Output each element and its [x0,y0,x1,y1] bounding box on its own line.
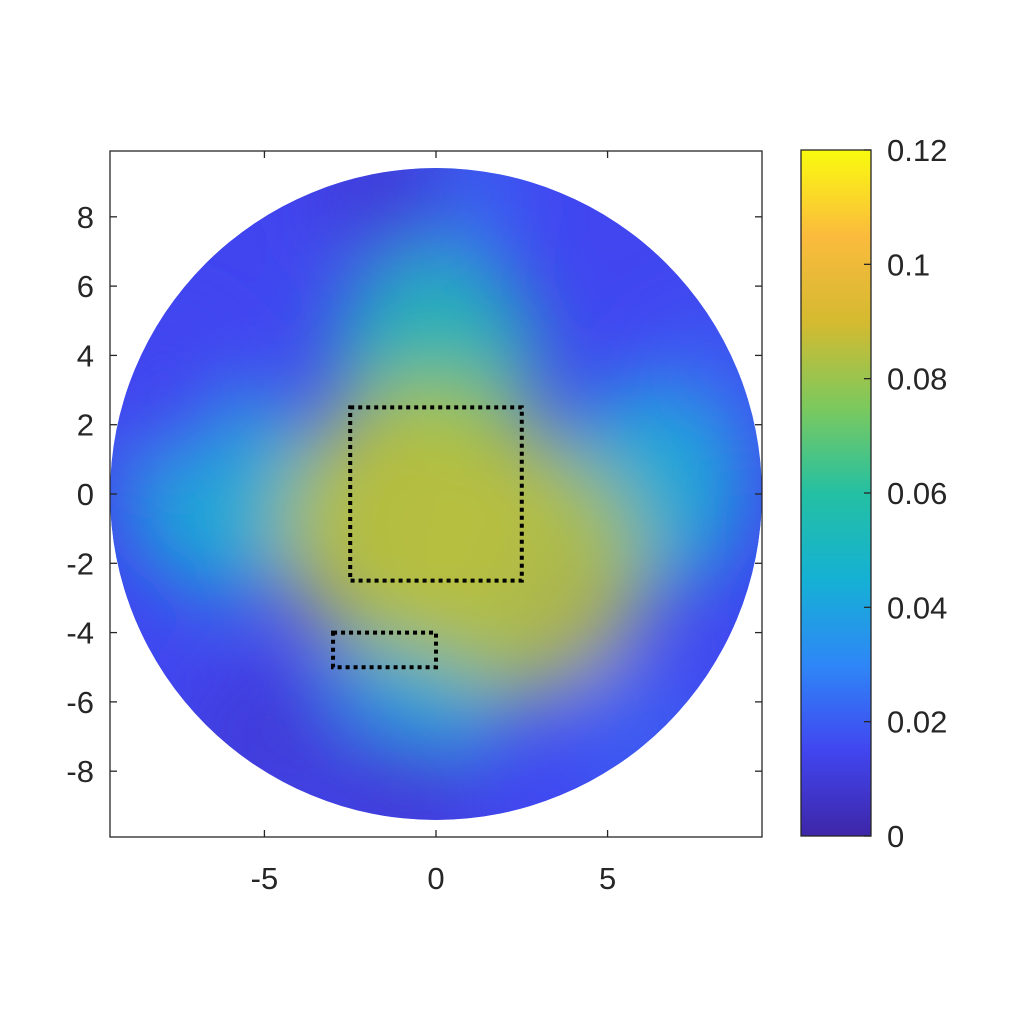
x-tick-label: 0 [427,861,444,896]
colorbar-tick-label: 0.1 [887,247,930,282]
plot-area: -5 0 5 8 6 4 2 0 -2 -4 -6 -8 [66,150,763,896]
colorbar-tick-label: 0.02 [887,705,947,740]
colorbar-tick-label: 0 [887,819,904,854]
x-axis: -5 0 5 [251,151,616,896]
colorbar-tick-label: 0.04 [887,590,947,625]
heatmap-field [110,168,762,820]
y-tick-label: 8 [77,200,94,235]
heatmap-sample [326,729,478,820]
y-tick-label: -8 [66,754,94,789]
colorbar-tick-label: 0.06 [887,476,947,511]
y-tick-label: -2 [66,546,94,581]
y-tick-label: -6 [66,685,94,720]
y-tick-label: 6 [77,269,94,304]
annotation-box-center [348,405,524,583]
colorbar: 0.12 0.1 0.08 0.06 0.04 0.02 0 [800,133,947,854]
y-tick-label: 4 [77,338,94,373]
y-tick-label: 2 [77,408,94,443]
y-tick-label: -4 [66,616,94,651]
x-tick-label: 5 [599,861,616,896]
colorbar-ticks: 0.12 0.1 0.08 0.06 0.04 0.02 0 [864,133,947,854]
colorbar-tick-label: 0.12 [887,133,947,168]
heatmap-sample [309,168,461,259]
heatmap-blobs [110,168,762,820]
colorbar-tick-label: 0.08 [887,362,947,397]
heatmap-sample [110,313,237,467]
colorbar-gradient [800,149,872,837]
annotation-box-lower [331,630,439,670]
x-tick-label: -5 [251,861,279,896]
heatmap-sample [398,445,646,695]
annotation-boxes [331,405,524,670]
y-axis: 8 6 4 2 0 -2 -4 -6 -8 [66,200,762,789]
y-tick-label: 0 [77,477,94,512]
